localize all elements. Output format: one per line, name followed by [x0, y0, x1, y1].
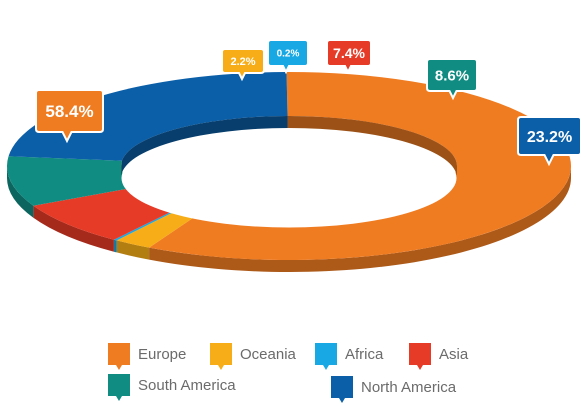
callout-oceania: 2.2%	[221, 48, 265, 82]
data-label-south-america: 8.6%	[435, 67, 469, 84]
slice-side-south-america	[7, 166, 34, 218]
callout-bubble-oceania	[221, 48, 265, 82]
callout-bubble-asia	[326, 39, 372, 75]
donut-hole	[121, 128, 457, 228]
slice-europe	[149, 72, 572, 260]
callout-bubble-south-america	[426, 58, 478, 101]
callout-asia: 7.4%	[326, 39, 372, 75]
slice-inner-wall-north-america	[121, 116, 288, 173]
slice-north-america	[8, 72, 288, 161]
callout-europe: 58.4%	[35, 89, 104, 144]
data-label-africa: 0.2%	[277, 49, 300, 60]
data-label-north-america: 23.2%	[527, 129, 572, 146]
slice-south-america	[6, 156, 137, 206]
data-label-asia: 7.4%	[333, 45, 365, 61]
callout-bubble-africa	[267, 39, 309, 75]
callout-bubble-europe	[35, 89, 104, 144]
slice-side-asia	[33, 205, 114, 252]
slice-africa	[113, 205, 187, 241]
callout-bubble-north-america	[517, 116, 582, 167]
callout-south-america: 8.6%	[426, 58, 478, 101]
callout-north-america: 23.2%	[517, 116, 582, 167]
data-label-oceania: 2.2%	[230, 56, 255, 68]
slice-inner-wall-europe	[287, 116, 457, 178]
slice-side-africa	[113, 239, 117, 253]
slice-side-oceania	[116, 240, 150, 260]
data-label-europe: 58.4%	[45, 102, 93, 121]
callout-africa: 0.2%	[267, 39, 309, 75]
slice-side-europe	[149, 166, 571, 273]
slice-inner-wall-south-america	[121, 160, 122, 178]
